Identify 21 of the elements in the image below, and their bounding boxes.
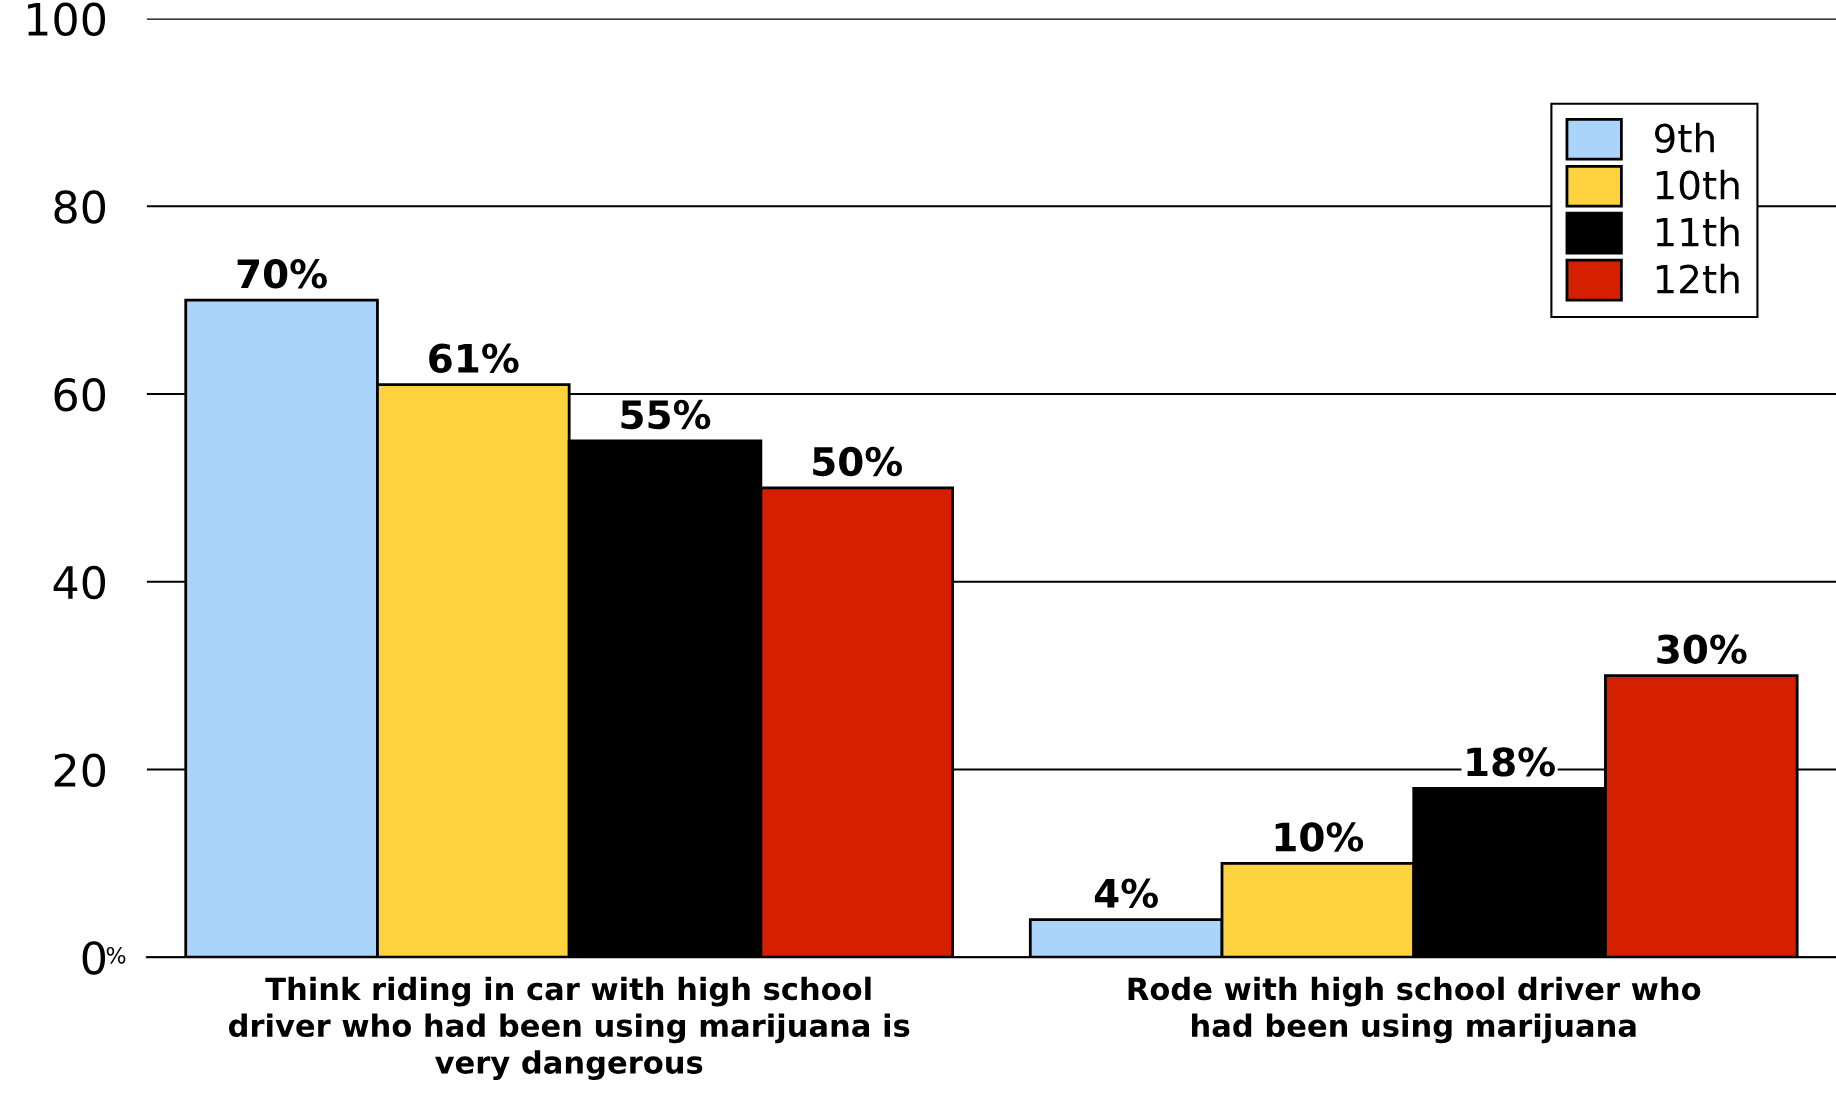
y-tick-label: 40: [53, 565, 106, 600]
y-tick-label: 100: [28, 2, 106, 37]
data-label: 55%: [621, 399, 711, 430]
y-tick-label: 0: [82, 941, 106, 975]
y-axis-title: %: [106, 946, 126, 964]
legend-label: 9th: [1654, 122, 1714, 153]
legend-label: 10th: [1656, 169, 1739, 200]
x-tick-label: Think riding in car with high school driver who had been using marijuana is very dangerous: [228, 976, 910, 1081]
data-label: 61%: [429, 343, 519, 373]
y-tick-label: 60: [54, 377, 106, 412]
x-tick-label: Rode with high school driver who had been using marijuana: [1128, 976, 1701, 1044]
y-tick-label: 80: [54, 190, 106, 224]
data-label: 10%: [1275, 822, 1364, 852]
data-label: 50%: [813, 446, 903, 477]
data-label: 70%: [237, 259, 327, 289]
y-tick-label: 20: [54, 753, 106, 788]
data-label: 30%: [1657, 634, 1747, 664]
legend-label: 11th: [1656, 216, 1739, 247]
data-label: 4%: [1094, 878, 1158, 908]
legend-label: 12th: [1656, 263, 1739, 294]
data-label: 18%: [1467, 747, 1555, 777]
